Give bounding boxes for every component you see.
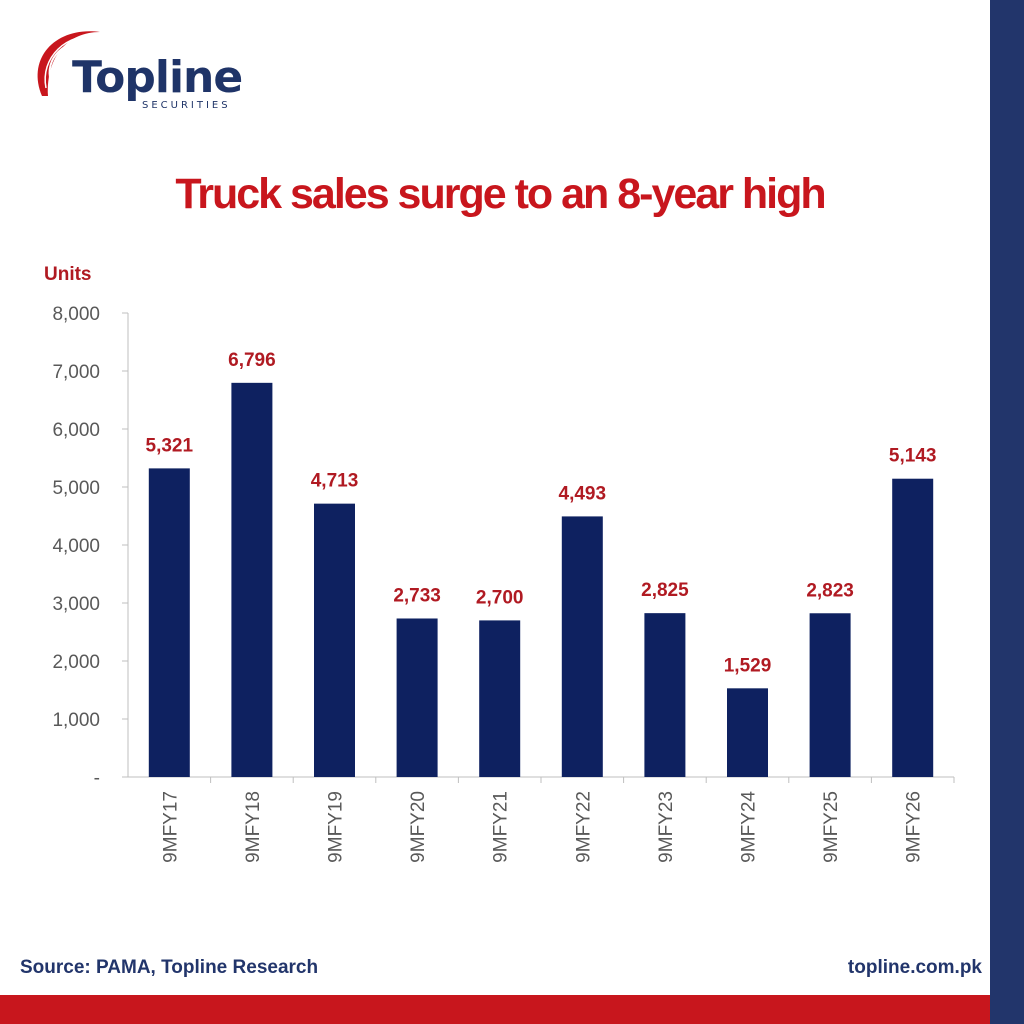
y-axis-label: Units xyxy=(44,264,92,285)
x-tick-label: 9MFY25 xyxy=(821,791,842,863)
bar xyxy=(809,613,851,777)
y-tick-label: 2,000 xyxy=(52,652,100,673)
x-tick-label: 9MFY22 xyxy=(573,791,594,863)
website-link[interactable]: topline.com.pk xyxy=(847,957,982,978)
right-accent-band xyxy=(990,0,1024,1024)
bar xyxy=(644,613,686,777)
y-tick-label: 4,000 xyxy=(52,536,100,557)
bottom-accent-band xyxy=(0,995,990,1024)
data-label: 4,713 xyxy=(311,471,359,492)
x-tick-label: 9MFY19 xyxy=(326,791,347,863)
y-tick-label: 1,000 xyxy=(52,710,100,731)
bar xyxy=(892,478,934,777)
x-tick-label: 9MFY20 xyxy=(408,791,429,863)
bar xyxy=(561,516,603,777)
data-label: 5,143 xyxy=(889,446,937,467)
logo-subtitle: SECURITIES xyxy=(142,100,231,111)
bar xyxy=(479,620,521,777)
x-tick-label: 9MFY26 xyxy=(904,791,925,863)
bar xyxy=(727,688,768,777)
x-tick-label: 9MFY21 xyxy=(491,791,512,863)
chart-title: Truck sales surge to an 8-year high xyxy=(175,170,826,218)
logo-wordmark: Topline xyxy=(72,52,243,103)
data-label: 2,825 xyxy=(641,580,689,601)
x-tick-label: 9MFY18 xyxy=(243,791,264,863)
topline-logo: Topline SECURITIES xyxy=(26,18,266,118)
y-tick-label: 7,000 xyxy=(52,362,100,383)
y-tick-label: 3,000 xyxy=(52,594,100,615)
x-tick-label: 9MFY24 xyxy=(739,791,760,863)
y-tick-label: 8,000 xyxy=(52,304,100,325)
swoosh-logo-icon xyxy=(37,31,101,96)
bar xyxy=(396,618,438,777)
data-label: 2,700 xyxy=(476,587,524,608)
data-label: 2,823 xyxy=(806,580,854,601)
x-tick-label: 9MFY23 xyxy=(656,791,677,863)
data-label: 1,529 xyxy=(724,655,772,676)
bar xyxy=(231,382,273,777)
y-tick-label: 5,000 xyxy=(52,478,100,499)
bar-chart: - 1,000 2,000 3,000 4,000 5,000 6,000 7,000 8,00… xyxy=(52,304,955,863)
data-label: 6,796 xyxy=(228,350,276,371)
data-label: 2,733 xyxy=(393,585,441,606)
x-tick-label: 9MFY17 xyxy=(160,791,181,863)
bar xyxy=(314,503,355,777)
y-tick-label: 6,000 xyxy=(52,420,100,441)
data-label: 5,321 xyxy=(146,435,194,456)
bar xyxy=(148,468,190,777)
source-note: Source: PAMA, Topline Research xyxy=(20,957,319,978)
y-tick-label: - xyxy=(94,768,100,789)
data-label: 4,493 xyxy=(559,483,607,504)
